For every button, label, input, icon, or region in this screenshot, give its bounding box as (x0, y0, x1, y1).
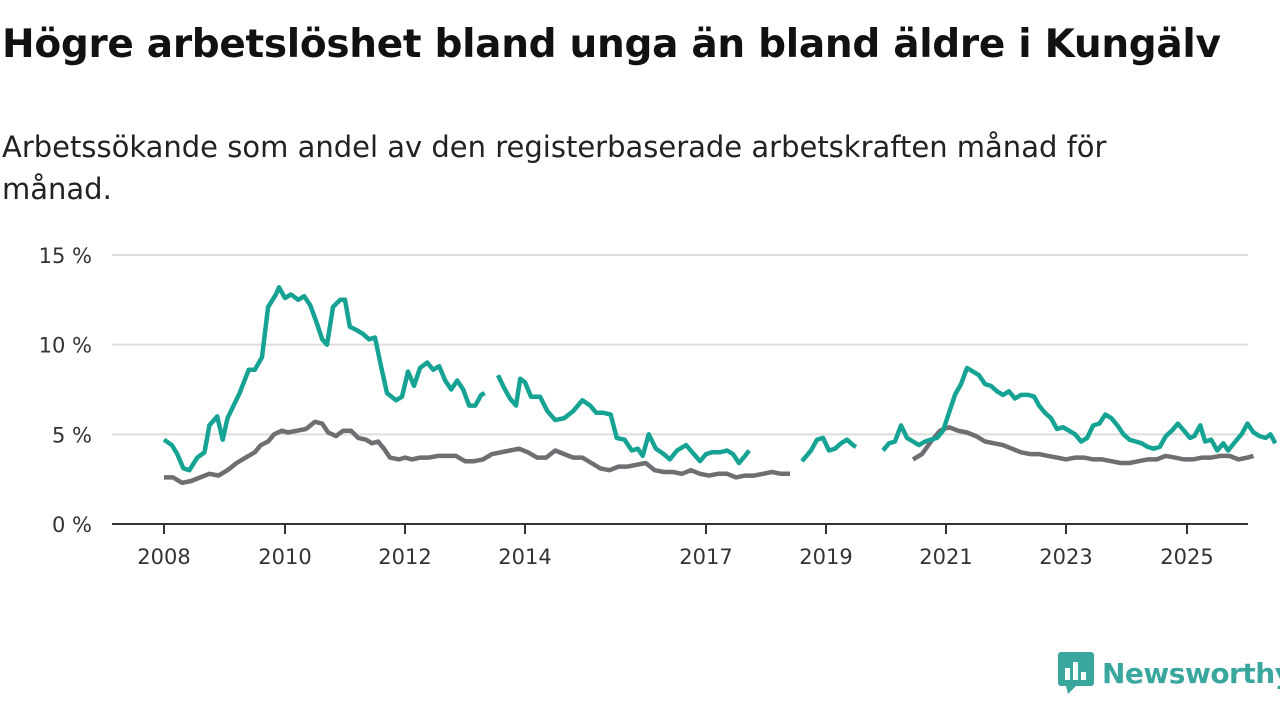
newsworthy-logo-icon (1058, 652, 1094, 694)
series-line-total (911, 424, 1255, 466)
x-tick-label: 2012 (378, 545, 431, 569)
x-tick-label: 2023 (1039, 545, 1092, 569)
y-tick-label: 5 % (52, 423, 92, 447)
x-tick-label: 2008 (137, 545, 190, 569)
x-tick-label: 2025 (1160, 545, 1213, 569)
grid-lines (112, 254, 1248, 436)
brand-name: Newsworthy (1102, 656, 1280, 690)
x-tick-label: 2017 (679, 545, 732, 569)
series-line-youth (881, 365, 1278, 453)
x-axis: 2008 2010 2012 2014 2017 2019 2021 2023 2025 (112, 523, 1248, 569)
x-tick-label: 2021 (919, 545, 972, 569)
series-line-total (164, 419, 790, 486)
x-tick-label: 2019 (799, 545, 852, 569)
x-tick-label: 2014 (498, 545, 551, 569)
y-tick-label: 0 % (52, 513, 92, 537)
series-line-youth (162, 285, 486, 473)
series-line-youth (495, 374, 751, 466)
y-tick-label: 10 % (39, 334, 92, 358)
chart-subtitle: Arbetssökande som andel av den registerb… (2, 130, 1107, 206)
series-line-youth (800, 435, 858, 463)
y-axis-ticks: 0 % 5 % 10 % 15 % (39, 244, 92, 537)
series-lines (162, 285, 1278, 486)
chart-title: Högre arbetslöshet bland unga än bland ä… (2, 22, 1221, 67)
y-tick-label: 15 % (39, 244, 92, 268)
x-tick-label: 2010 (258, 545, 311, 569)
brand: Newsworthy (1058, 652, 1280, 694)
